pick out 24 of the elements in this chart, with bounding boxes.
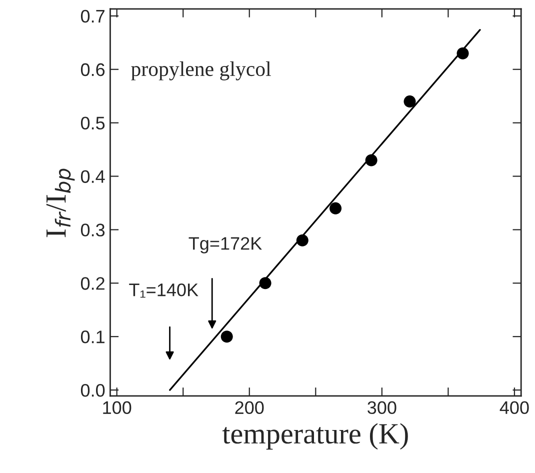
x-tick-label: 100 — [103, 401, 132, 414]
point — [365, 154, 378, 166]
point — [404, 95, 416, 108]
point — [456, 47, 469, 60]
x-tick-label: 300 — [368, 401, 396, 414]
annotation: Tg=172K — [188, 237, 262, 254]
y-tick-label: 0.0 — [80, 384, 105, 397]
x-axis-title: temperature (K) — [222, 423, 408, 450]
y-tick-label: 0.4 — [80, 170, 105, 183]
point — [259, 277, 272, 290]
y-axis-title: I$_{fr}$/I$_{bp}$ — [46, 168, 75, 238]
point — [330, 202, 342, 214]
y-tick-label: 0.7 — [80, 10, 104, 23]
point — [220, 330, 233, 343]
y-tick-label: 0.5 — [80, 116, 105, 130]
annotation: T₁=140K — [129, 283, 198, 298]
annotation: propylene glycol — [131, 61, 271, 80]
y-tick-label: 0.2 — [80, 277, 104, 290]
y-tick-label: 0.1 — [80, 330, 104, 344]
x-tick-label: 200 — [235, 401, 264, 414]
point — [296, 234, 308, 246]
x-tick-label: 400 — [500, 401, 529, 414]
y-tick-label: 0.3 — [80, 224, 105, 236]
y-tick-label: 0.6 — [80, 63, 105, 76]
